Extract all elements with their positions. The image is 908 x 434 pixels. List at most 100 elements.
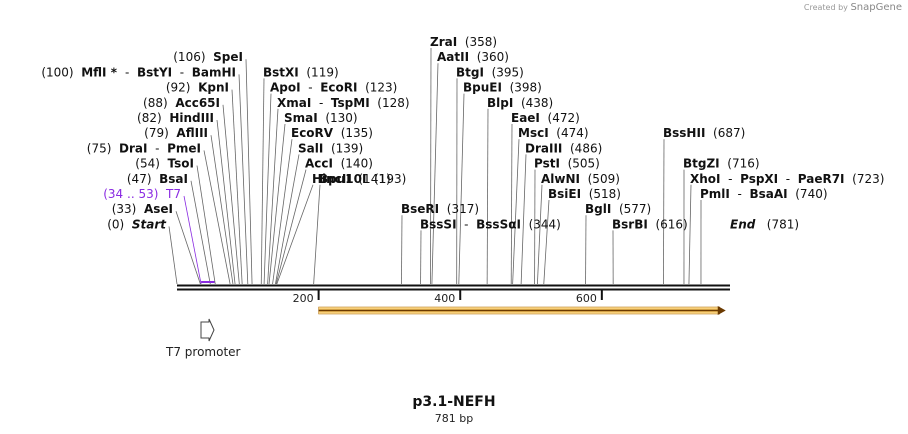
site-label-btgi[interactable]: BtgI (395) xyxy=(456,65,524,79)
site-label-part: KpnI xyxy=(198,81,229,95)
site-connector-bpuei xyxy=(458,93,465,285)
site-label-tsoi[interactable]: (54) TsoI xyxy=(135,157,194,171)
site-label-end[interactable]: End (781) xyxy=(730,217,799,231)
site-label-part: BtgZI xyxy=(683,157,720,171)
site-label-bsai[interactable]: (47) BsaI xyxy=(127,172,188,186)
site-label-part: (518) xyxy=(581,187,621,201)
sequence-backbone xyxy=(177,284,730,291)
site-label-bstxi[interactable]: BstXI (119) xyxy=(263,65,339,79)
site-label-apoi[interactable]: ApoI - EcoRI (123) xyxy=(270,81,397,95)
site-label-draiii[interactable]: DraIII (486) xyxy=(525,141,602,155)
site-label-part: (140) xyxy=(333,157,373,171)
site-label-part: BsaI xyxy=(159,172,188,186)
site-label-mfli[interactable]: (100) MflI * - BstYI - BamHI xyxy=(41,65,236,79)
site-label-bsiei[interactable]: BsiEI (518) xyxy=(548,187,621,201)
site-connector-acc65i xyxy=(222,104,240,285)
site-label-part: BseRI xyxy=(401,202,439,216)
site-label-bglI[interactable]: BglI (577) xyxy=(585,202,651,216)
orf-arrow[interactable] xyxy=(318,306,726,315)
site-label-part: (135) xyxy=(333,126,373,140)
site-label-pmli[interactable]: PmlI - BsaAI (740) xyxy=(700,187,828,201)
site-label-bsssi[interactable]: BssSI - BssSαI (344) xyxy=(420,217,561,231)
site-label-blpi[interactable]: BlpI (438) xyxy=(487,96,553,110)
site-connector-sali xyxy=(275,154,300,285)
site-label-part: (505) xyxy=(560,157,600,171)
site-label-part: (486) xyxy=(562,141,602,155)
site-label-zrai[interactable]: ZraI (358) xyxy=(430,35,497,49)
site-label-asei[interactable]: (33) AseI xyxy=(112,202,173,216)
site-label-bsrbi[interactable]: BsrBI (616) xyxy=(612,217,688,231)
site-label-part: (54) xyxy=(135,157,167,171)
site-label-part: - xyxy=(311,96,331,110)
site-label-xmai[interactable]: XmaI - TspMI (128) xyxy=(277,96,410,110)
site-label-part: PstI xyxy=(534,157,560,171)
site-label-bseri[interactable]: BseRI (317) xyxy=(401,202,479,216)
site-label-spei[interactable]: (106) SpeI xyxy=(173,50,243,64)
site-label-part: Start xyxy=(132,217,167,231)
site-connector-bsiei xyxy=(543,199,550,285)
site-label-part: (100) xyxy=(41,65,81,79)
site-label-bsshii[interactable]: BssHII (687) xyxy=(663,126,745,140)
site-label-part: - xyxy=(730,187,750,201)
site-label-part: (88) xyxy=(143,96,175,110)
site-label-kpni[interactable]: (92) KpnI xyxy=(166,81,229,95)
site-label-xhoi[interactable]: XhoI - PspXI - PaeR7I (723) xyxy=(690,172,884,186)
site-label-btgzi[interactable]: BtgZI (716) xyxy=(683,157,760,171)
site-connector-draiii xyxy=(520,154,527,285)
site-label-hindiii[interactable]: (82) HindIII xyxy=(137,111,214,125)
site-label-part: MflI xyxy=(81,65,106,79)
site-label-part: BamHI xyxy=(192,65,236,79)
site-label-part: (317) xyxy=(439,202,479,216)
site-label-part: (395) xyxy=(484,65,524,79)
ruler-tick-label: 600 xyxy=(576,292,597,305)
site-label-smai[interactable]: SmaI (130) xyxy=(284,111,358,125)
site-label-part: SmaI xyxy=(284,111,318,125)
site-label-part: BssHII xyxy=(663,126,705,140)
site-label-part: (119) xyxy=(299,65,339,79)
site-label-part: - xyxy=(172,65,192,79)
site-label-bpuei[interactable]: BpuEI (398) xyxy=(463,81,542,95)
site-label-t7[interactable]: (34 .. 53) T7 xyxy=(103,187,181,201)
site-label-bpu10i[interactable]: Bpu10I (193) xyxy=(319,172,406,186)
site-label-part: (509) xyxy=(580,172,620,186)
site-label-part: (687) xyxy=(705,126,745,140)
site-label-alwni[interactable]: AlwNI (509) xyxy=(541,172,620,186)
site-label-afliii[interactable]: (79) AflIII xyxy=(144,126,208,140)
site-label-part: BstYI xyxy=(137,65,172,79)
site-label-part: (141) xyxy=(351,172,391,186)
site-label-part: (723) xyxy=(845,172,885,186)
site-label-aatii[interactable]: AatII (360) xyxy=(437,50,509,64)
site-label-acc65i[interactable]: (88) Acc65I xyxy=(143,96,220,110)
site-connector-bseri xyxy=(401,215,403,285)
t7-promoter-label: T7 promoter xyxy=(166,345,241,359)
site-label-eaei[interactable]: EaeI (472) xyxy=(511,111,580,125)
site-label-part: SalI xyxy=(298,141,323,155)
site-connector-bsai xyxy=(190,180,211,285)
site-label-sali[interactable]: SalI (139) xyxy=(298,141,363,155)
site-label-part: (360) xyxy=(469,50,509,64)
site-label-part: XmaI xyxy=(277,96,311,110)
site-label-part: (139) xyxy=(323,141,363,155)
site-connector-xhoi xyxy=(688,184,692,285)
site-label-psti[interactable]: PstI (505) xyxy=(534,157,600,171)
site-label-hincii[interactable]: HincII (141) xyxy=(312,172,391,186)
site-label-acci[interactable]: AccI (140) xyxy=(305,157,373,171)
site-label-part: DraIII xyxy=(525,141,562,155)
ruler: 200 400 600 xyxy=(293,290,603,305)
snapgene-credit: Created by SnapGene xyxy=(804,2,902,13)
t7-promoter-feature[interactable] xyxy=(200,318,215,342)
site-label-ecorv[interactable]: EcoRV (135) xyxy=(291,126,373,140)
site-label-part: ZraI xyxy=(430,35,457,49)
site-label-part: (128) xyxy=(370,96,410,110)
site-connector-mfli xyxy=(238,74,249,285)
site-label-drai[interactable]: (75) DraI - PmeI xyxy=(87,141,201,155)
site-label-part: (79) xyxy=(144,126,176,140)
t7-promoter-arrow-icon[interactable] xyxy=(200,318,215,342)
site-connector-hindiii xyxy=(216,119,236,285)
site-label-part: T7 xyxy=(165,187,181,201)
site-label-start[interactable]: (0) Start xyxy=(107,217,167,231)
site-label-part: BssSI xyxy=(420,217,457,231)
site-label-msci[interactable]: MscI (474) xyxy=(518,126,589,140)
site-label-part: (106) xyxy=(173,50,213,64)
site-connector-alwni xyxy=(537,184,543,285)
